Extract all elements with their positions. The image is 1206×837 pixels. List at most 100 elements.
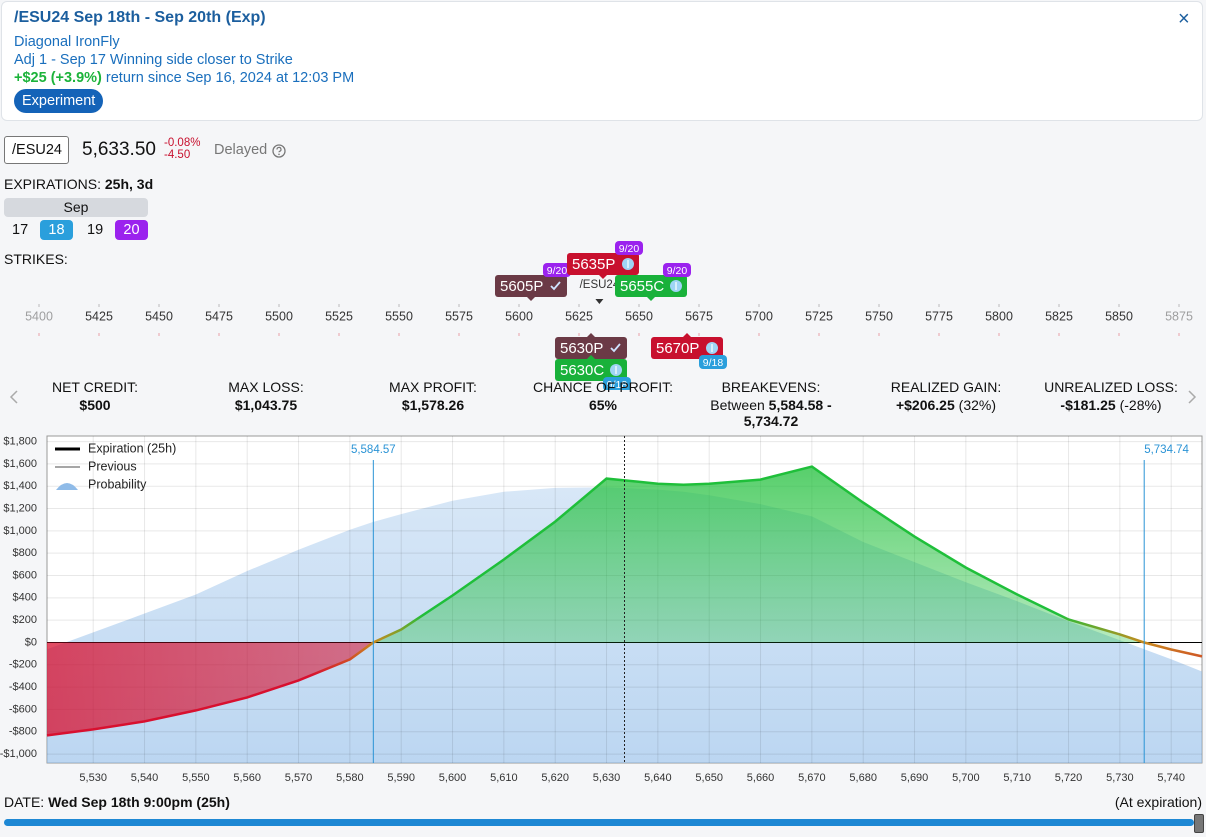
x-tick-label: 5,660 <box>747 772 775 784</box>
y-tick-label: $400 <box>13 592 37 604</box>
header-card <box>1 1 1203 121</box>
change: -4.50 <box>164 149 191 161</box>
stat-value: +$206.25 (32%) <box>861 397 1031 413</box>
y-tick-label: -$1,000 <box>0 748 37 760</box>
strike-label: 5675 <box>685 309 713 323</box>
strike-label: 5600 <box>505 309 533 323</box>
leg-tag[interactable]: 5635P 9/20 <box>567 241 643 279</box>
badge-label: 9/20 <box>547 265 568 277</box>
stat: UNREALIZED LOSS: -$181.25 (-28%) <box>1026 379 1196 413</box>
day[interactable]: 17 <box>12 222 29 238</box>
x-tick-label: 5,580 <box>336 772 364 784</box>
badge <box>663 263 691 277</box>
tag-pointer <box>646 296 656 301</box>
status: Delayed <box>214 142 268 158</box>
day-selected[interactable]: 20 <box>115 220 148 240</box>
x-tick-label: 5,610 <box>490 772 518 784</box>
prev-arrow[interactable] <box>6 388 22 406</box>
x-tick-label: 5,690 <box>901 772 929 784</box>
strike-label: 5550 <box>385 309 413 323</box>
stat-number: -$181.25 <box>1060 397 1116 413</box>
stat-number: 5,584.58 - 5,734.72 <box>743 397 832 429</box>
leg-tag[interactable]: 5605P 9/20 <box>495 263 571 301</box>
tag-body <box>615 275 687 297</box>
return-text: return since Sep 16, 2024 at 12:03 PM <box>105 70 355 86</box>
leg-tag[interactable]: 5630P <box>555 333 627 359</box>
y-tick-label: -$800 <box>9 726 37 738</box>
strike-label: 5700 <box>745 309 773 323</box>
underlying-marker <box>595 299 604 304</box>
date-value: Wed Sep 18th 9:00pm (25h) <box>48 794 230 810</box>
x-tick-label: 5,710 <box>1003 772 1031 784</box>
stat-label: REALIZED GAIN: <box>890 379 1002 395</box>
x-tick-label: 5,620 <box>541 772 569 784</box>
stat-note: (-28%) <box>1119 397 1162 413</box>
underlying-label: /ESU24 <box>580 279 620 291</box>
strike-label: 5625 <box>565 309 593 323</box>
badge <box>543 263 571 277</box>
x-tick-label: 5,560 <box>233 772 261 784</box>
strike-label: 5575 <box>445 309 473 323</box>
strikes-label: STRIKES: <box>4 251 68 267</box>
y-tick-label: $800 <box>13 547 37 559</box>
strike-label: 5475 <box>205 309 233 323</box>
badge-label: 9/18 <box>607 379 628 390</box>
strike-label: 5525 <box>325 309 353 323</box>
strike-label: 5500 <box>265 309 293 323</box>
date-slider[interactable] <box>4 819 1194 826</box>
x-tick-label: 5,720 <box>1055 772 1083 784</box>
day[interactable]: 19 <box>87 222 104 238</box>
x-tick-label: 5,670 <box>798 772 826 784</box>
tag-label: 5605P <box>500 278 543 295</box>
y-tick-label: -$600 <box>9 703 37 715</box>
tag-label: 5630C <box>560 362 604 379</box>
strike-label: 5800 <box>985 309 1013 323</box>
tag-pointer <box>586 355 596 360</box>
slider-thumb[interactable] <box>1194 814 1204 833</box>
tag-body <box>495 275 567 297</box>
badge-label: 9/20 <box>667 265 688 277</box>
y-tick-label: $600 <box>13 569 37 581</box>
strike-label: 5725 <box>805 309 833 323</box>
legend-swatch <box>56 483 78 490</box>
title: /ESU24 Sep 18th - Sep 20th (Exp) <box>14 9 266 26</box>
tag-body <box>555 359 627 381</box>
tag-body <box>567 253 639 275</box>
month-pill[interactable]: Sep <box>4 198 148 217</box>
x-tick-label: 5,590 <box>387 772 415 784</box>
close-button[interactable]: × <box>1178 8 1190 30</box>
stat-label: UNREALIZED LOSS: <box>1044 379 1178 395</box>
legend-label: Expiration (25h) <box>88 441 176 455</box>
stat-value: $1,578.26 <box>348 397 518 413</box>
expirations-label: EXPIRATIONS: <box>4 176 101 192</box>
x-tick-label: 5,540 <box>131 772 159 784</box>
change-pct: -0.08% <box>164 137 201 149</box>
symbol-input[interactable]: /ESU24 <box>4 136 69 164</box>
expirations: EXPIRATIONS: 25h, 3d <box>4 176 153 192</box>
expirations-summary: 25h, 3d <box>104 176 154 192</box>
date-label: DATE: <box>4 794 45 810</box>
tag[interactable]: Experiment <box>14 89 104 113</box>
date-note: (At expiration) <box>1114 794 1202 810</box>
return-amount: +$25 (+3.9%) <box>14 70 102 86</box>
payoff-chart: 5,530 5,540 5,550 5,560 5,570 5,580 5,590 5,600… <box>0 435 1203 784</box>
check-icon <box>610 343 621 353</box>
stat-value: $1,043.75 <box>181 397 351 413</box>
stat-value: $500 <box>10 397 180 413</box>
stat-prefix: Between <box>710 397 765 413</box>
strike-ruler: 5400 5425 5450 5475 5500 5525 5550 5575 5600 5625… <box>25 241 1193 390</box>
x-tick-label: 5,680 <box>849 772 877 784</box>
tag-body <box>651 337 723 359</box>
day-selected[interactable]: 18 <box>40 220 73 240</box>
leg-tag[interactable]: 5670P 9/18 <box>651 333 727 369</box>
stat-number: +$206.25 <box>895 397 955 413</box>
stat-value: -$181.25 (-28%) <box>1026 397 1196 413</box>
tag-pointer <box>586 333 596 338</box>
profit-fill <box>373 466 1145 643</box>
next-arrow[interactable] <box>1184 388 1200 406</box>
help-icon[interactable] <box>271 143 287 159</box>
breakeven-label: 5,584.57 <box>351 444 396 456</box>
